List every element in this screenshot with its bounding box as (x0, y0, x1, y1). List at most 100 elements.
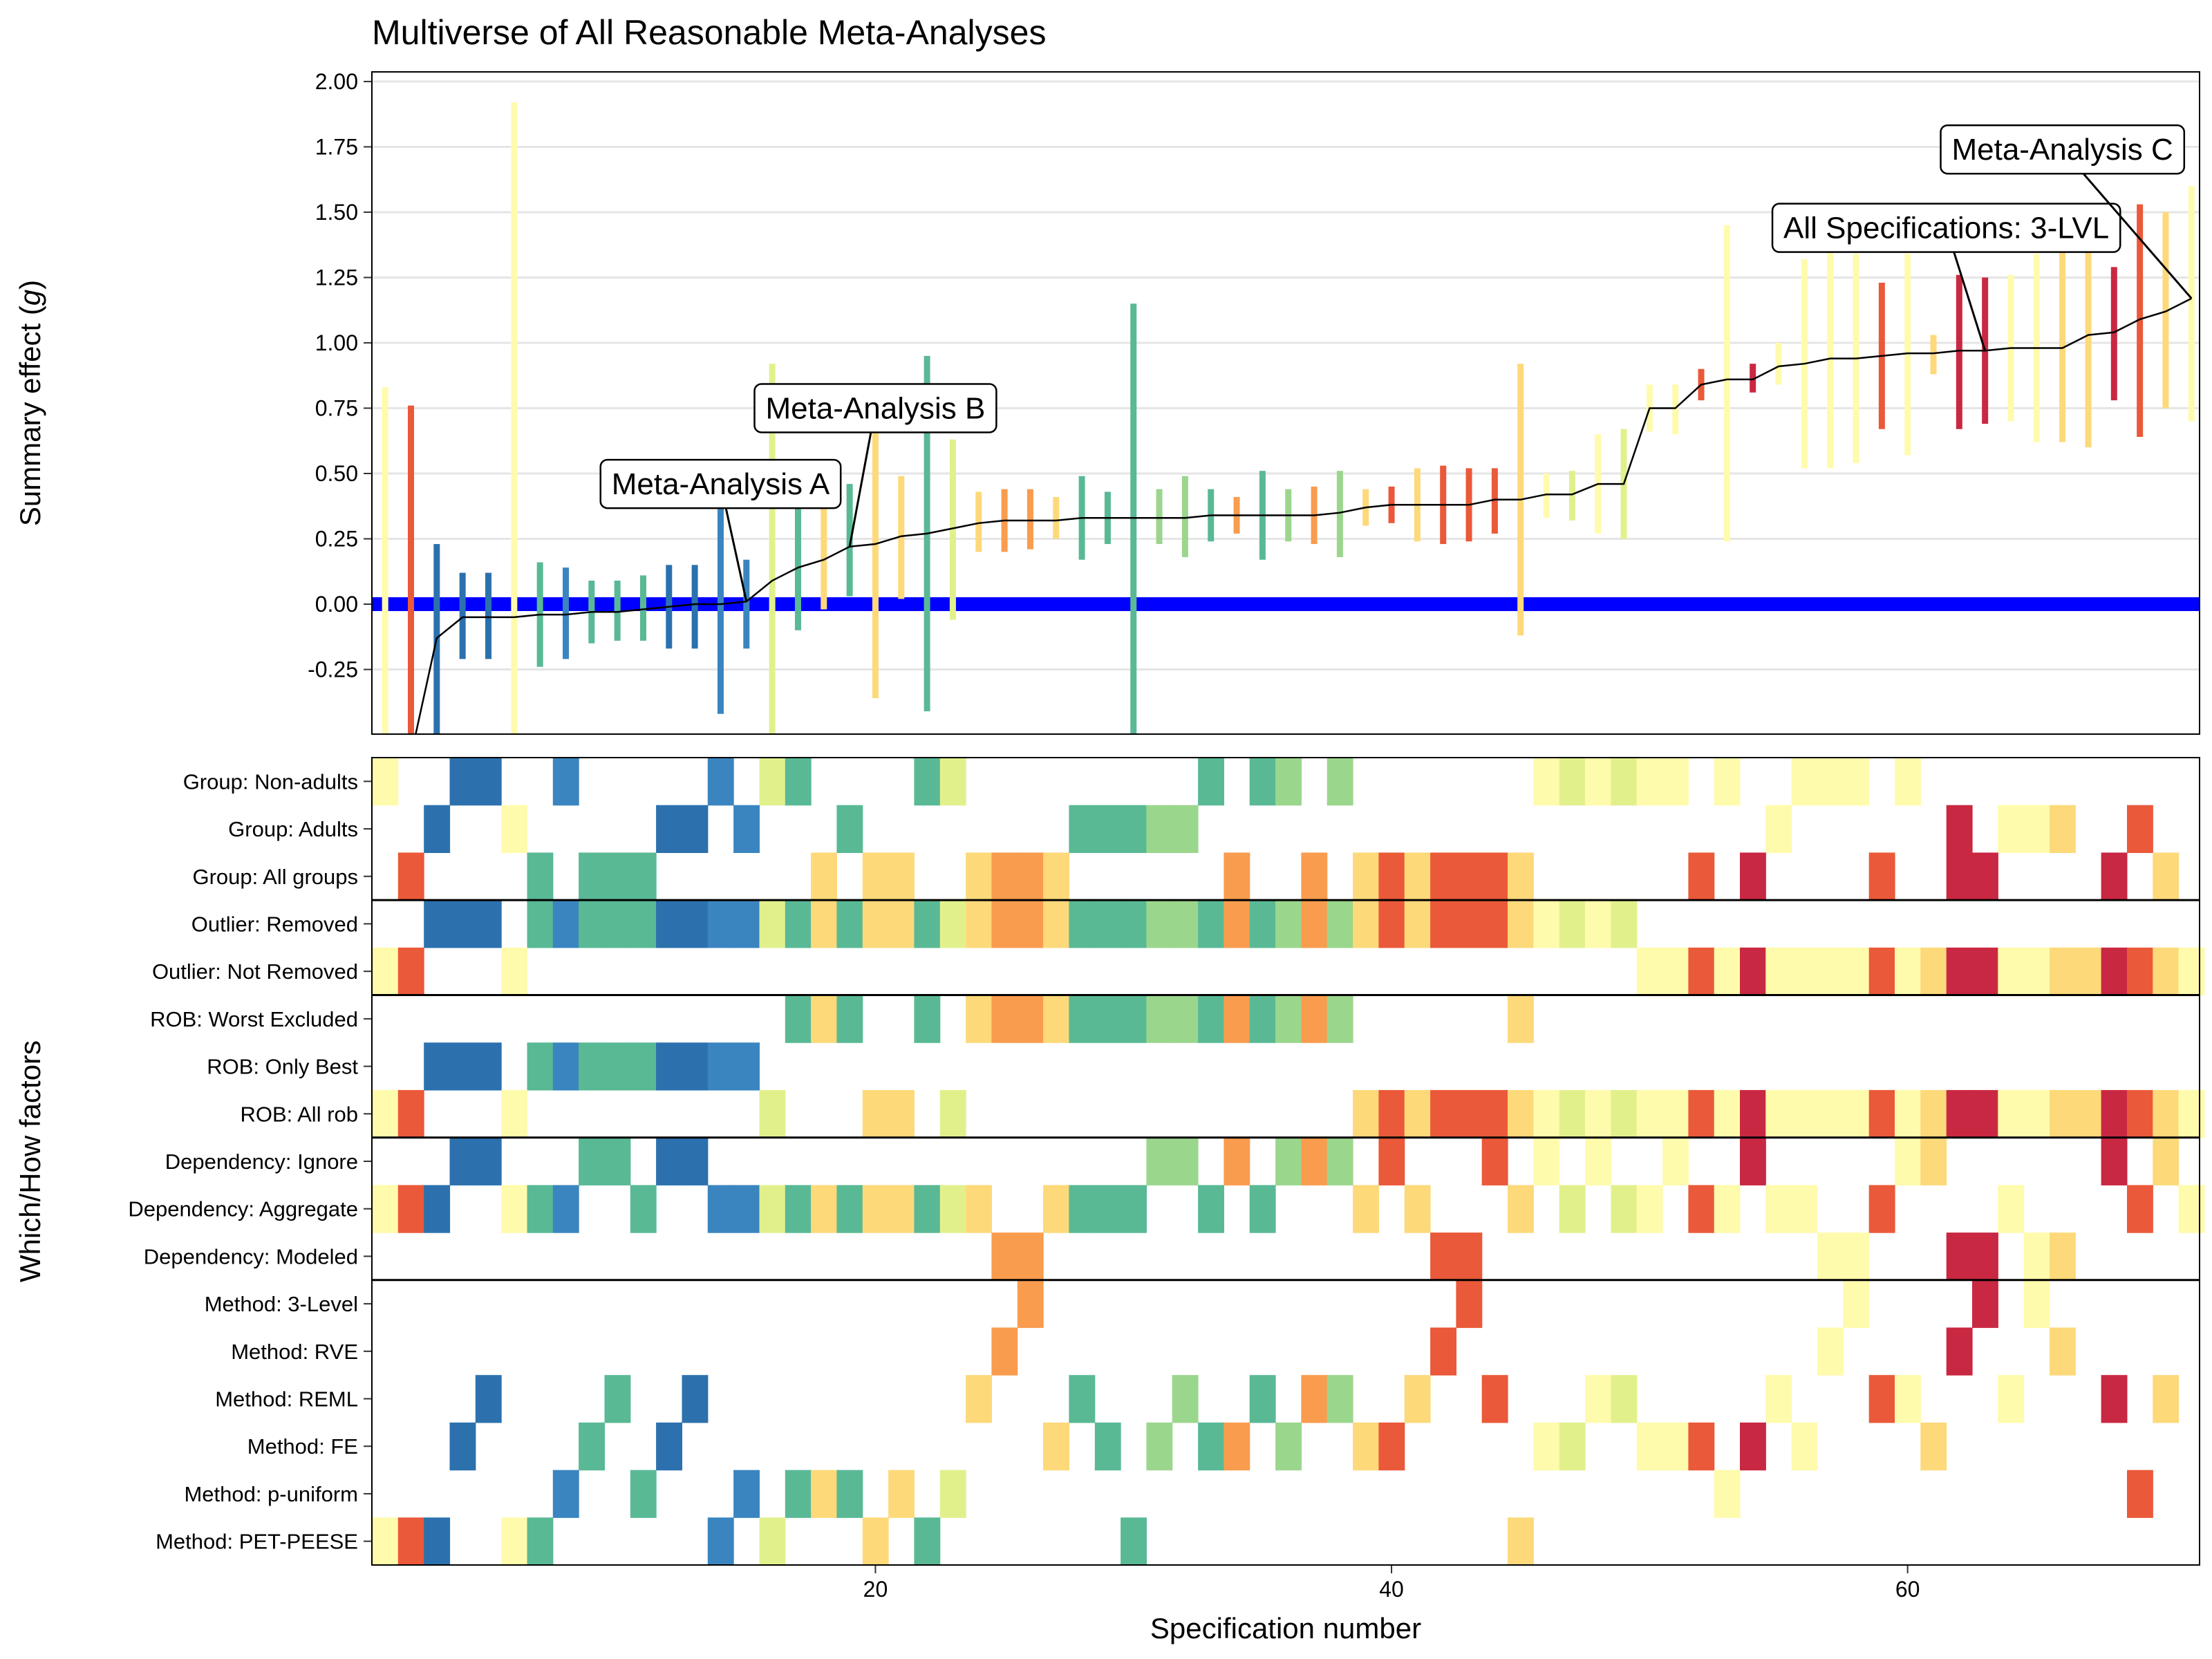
y-tick-label: 1.75 (315, 134, 358, 159)
factor-cell (1404, 1375, 1431, 1423)
ci-bar (743, 559, 750, 649)
factor-cell (1533, 1137, 1560, 1185)
factor-cell (1146, 1137, 1173, 1185)
factor-cell (862, 1089, 889, 1138)
factor-cell (1508, 900, 1534, 948)
factor-cell (1843, 1089, 1870, 1138)
y-axis-title: Summary effect (g) (14, 280, 46, 526)
factor-cell (1585, 1089, 1611, 1138)
factor-cell (579, 1137, 605, 1185)
factor-cell (2101, 1089, 2128, 1138)
factor-cell (966, 1185, 992, 1233)
factor-cell (2050, 1232, 2076, 1281)
factor-cell (785, 758, 812, 806)
ci-bar (2085, 246, 2092, 448)
factor-cell (1508, 852, 1534, 901)
factor-cell (939, 1470, 966, 1518)
factor-cell (1508, 995, 1534, 1043)
factor-cell (1533, 1089, 1560, 1138)
factor-cell (1791, 758, 1818, 806)
factor-cell (449, 1422, 476, 1471)
factor-cell (527, 1185, 554, 1233)
y-axis-ticks: -0.25 0.00 0.25 0.50 0.75 1.00 1.25 1.50 1.75 2.0… (308, 69, 372, 682)
factor-cell (1972, 852, 1998, 901)
factor-cell (1662, 1422, 1689, 1471)
ci-bar (2188, 186, 2195, 422)
ci-bar (717, 507, 724, 714)
factor-cell (2050, 947, 2076, 996)
factor-cell (1662, 1137, 1689, 1185)
factor-cell (397, 947, 424, 996)
factor-axis-title: Which/How factors (14, 1040, 46, 1282)
factor-cell (501, 1517, 528, 1566)
factor-panel: Group: Non-adults Group: Adults Group: All… (128, 757, 2205, 1602)
factor-cell (1249, 900, 1276, 948)
factor-cell (1895, 947, 1921, 996)
factor-cell (1456, 1089, 1483, 1138)
annotation-label: Meta-Analysis A (612, 467, 830, 501)
factor-cell (372, 947, 399, 996)
factor-cell (527, 1517, 554, 1566)
annotation-label: Meta-Analysis B (765, 391, 985, 425)
factor-cell (1946, 947, 1973, 996)
factor-cell (1817, 947, 1844, 996)
factor-cell (1043, 1422, 1069, 1471)
factor-cell (2153, 1375, 2180, 1423)
factor-cell (1791, 947, 1818, 996)
factor-cell (424, 1042, 451, 1091)
factor-cell (733, 1185, 760, 1233)
annotation-box (1771, 203, 2121, 253)
factor-row-label: Method: RVE (231, 1340, 358, 1364)
factor-cell (811, 852, 837, 901)
y-tick-label: 2.00 (315, 69, 358, 94)
factor-cell (372, 758, 399, 806)
factor-cell (1946, 1089, 1973, 1138)
ci-bar (485, 572, 491, 659)
factor-cell (1121, 995, 1147, 1043)
factor-cell (707, 758, 734, 806)
factor-cell (1378, 900, 1405, 948)
summary-line (415, 297, 2192, 734)
annotation: Meta-Analysis A (599, 458, 842, 602)
factor-cell (1481, 1375, 1508, 1423)
factor-cell (1224, 1422, 1250, 1471)
factor-cell (475, 900, 502, 948)
x-tick-label: 40 (1379, 1577, 1404, 1602)
factor-cell (1430, 1232, 1456, 1281)
factor-cell (1868, 947, 1895, 996)
factor-cell (785, 1185, 812, 1233)
factor-cell (1843, 1280, 1870, 1329)
x-axis-title: Specification number (1150, 1612, 1421, 1644)
ci-bar (794, 507, 801, 630)
factor-cell (1017, 1280, 1044, 1329)
factor-cell (1533, 758, 1560, 806)
factor-cell (836, 1185, 863, 1233)
ci-bar (1672, 384, 1679, 435)
y-tick-label: 0.25 (315, 526, 358, 551)
factor-cell (1791, 1089, 1818, 1138)
factor-cell (1069, 805, 1096, 853)
factor-cell (1301, 1137, 1328, 1185)
factor-cell (707, 1517, 734, 1566)
factor-cell (2153, 1089, 2180, 1138)
annotations: Meta-Analysis A Meta-Analysis B All Specif… (599, 124, 2193, 602)
y-tick-label: 0.75 (315, 395, 358, 420)
factor-cell (1688, 852, 1715, 901)
y-tick-label: 1.25 (315, 265, 358, 290)
ci-bar (1956, 274, 1962, 429)
factor-cell (966, 995, 992, 1043)
factor-cell (424, 1185, 451, 1233)
factor-row-label: ROB: Worst Excluded (150, 1007, 358, 1031)
factor-cell (1559, 1089, 1586, 1138)
factor-cell (914, 1185, 941, 1233)
factor-cell (2023, 1232, 2050, 1281)
ci-bar (1930, 335, 1937, 375)
factor-cell (552, 1185, 579, 1233)
factor-cell (966, 852, 992, 901)
factor-cell (424, 805, 451, 853)
factor-cell (2127, 1470, 2153, 1518)
factor-row-labels: Group: Non-adults Group: Adults Group: All… (128, 769, 372, 1554)
factor-cell (1069, 1375, 1096, 1423)
factor-cell (991, 1232, 1018, 1281)
factor-cell (475, 1375, 502, 1423)
